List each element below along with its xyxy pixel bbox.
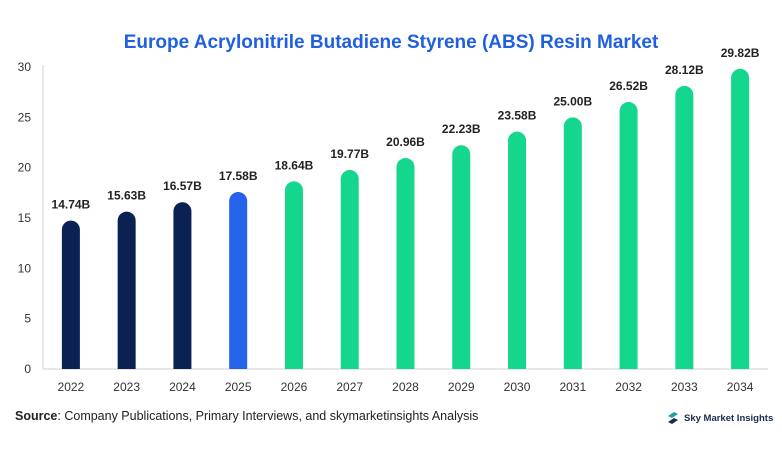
x-tick-label: 2033 bbox=[671, 380, 698, 394]
data-label: 16.57B bbox=[163, 179, 202, 193]
data-label: 17.58B bbox=[219, 169, 258, 183]
data-label: 23.58B bbox=[498, 109, 537, 123]
bar-2023 bbox=[117, 211, 136, 369]
y-tick-label: 10 bbox=[18, 261, 32, 275]
bar-2033 bbox=[675, 85, 694, 370]
chart-title: Europe Acrylonitrile Butadiene Styrene (… bbox=[123, 32, 659, 53]
x-tick-label: 2031 bbox=[559, 380, 586, 394]
data-label: 20.96B bbox=[386, 135, 425, 149]
y-axis: 0 5 10 15 20 25 30 bbox=[18, 60, 44, 376]
x-tick-label: 2027 bbox=[336, 380, 363, 394]
bar-2030 bbox=[508, 131, 527, 369]
x-tick-label: 2030 bbox=[504, 380, 531, 394]
data-label: 18.64B bbox=[275, 158, 314, 172]
value-labels: 14.74B 15.63B 16.57B 17.58B 18.64B 19.77B 20.9… bbox=[52, 46, 760, 212]
bar-2034 bbox=[731, 68, 750, 369]
data-label: 28.12B bbox=[665, 63, 704, 77]
data-label: 19.77B bbox=[330, 147, 369, 161]
x-tick-label: 2022 bbox=[58, 380, 85, 394]
data-label: 29.82B bbox=[721, 46, 760, 60]
y-tick-label: 30 bbox=[18, 60, 32, 74]
sky-market-insights-logo-icon bbox=[668, 412, 678, 424]
y-tick-label: 0 bbox=[24, 362, 31, 376]
x-tick-label: 2025 bbox=[225, 380, 252, 394]
x-tick-label: 2026 bbox=[281, 380, 308, 394]
x-tick-label: 2028 bbox=[392, 380, 419, 394]
data-label: 22.23B bbox=[442, 122, 481, 136]
brand-name: Sky Market Insights bbox=[684, 412, 774, 424]
bars bbox=[61, 68, 750, 370]
x-tick-label: 2032 bbox=[615, 380, 642, 394]
x-tick-label: 2024 bbox=[169, 380, 196, 394]
y-tick-label: 15 bbox=[18, 211, 32, 225]
bar-2022 bbox=[61, 220, 80, 369]
bar-2031 bbox=[563, 117, 582, 369]
bar-2029 bbox=[452, 145, 471, 369]
bar-2028 bbox=[396, 158, 415, 369]
x-tick-label: 2034 bbox=[727, 380, 754, 394]
bar-2026 bbox=[284, 181, 303, 369]
bar-2032 bbox=[619, 102, 638, 370]
source-label: Source bbox=[15, 409, 58, 423]
data-label: 15.63B bbox=[107, 189, 146, 203]
bar-2027 bbox=[340, 169, 359, 369]
bar-2024 bbox=[173, 202, 192, 369]
y-tick-label: 20 bbox=[18, 161, 32, 175]
data-label: 26.52B bbox=[609, 79, 648, 93]
y-tick-label: 5 bbox=[24, 312, 31, 326]
x-axis: 2022 2023 2024 2025 2026 2027 2028 2029 2030 2031… bbox=[43, 368, 768, 394]
y-tick-label: 25 bbox=[18, 110, 32, 124]
source-text: : Company Publications, Primary Intervie… bbox=[57, 409, 479, 423]
data-label: 25.00B bbox=[553, 94, 592, 108]
brand-logo: Sky Market Insights bbox=[666, 411, 773, 425]
x-tick-label: 2029 bbox=[448, 380, 475, 394]
data-label: 14.74B bbox=[52, 198, 91, 212]
source-note: Source: Company Publications, Primary In… bbox=[15, 409, 478, 423]
x-tick-label: 2023 bbox=[113, 380, 140, 394]
bar-2025 bbox=[229, 192, 248, 369]
